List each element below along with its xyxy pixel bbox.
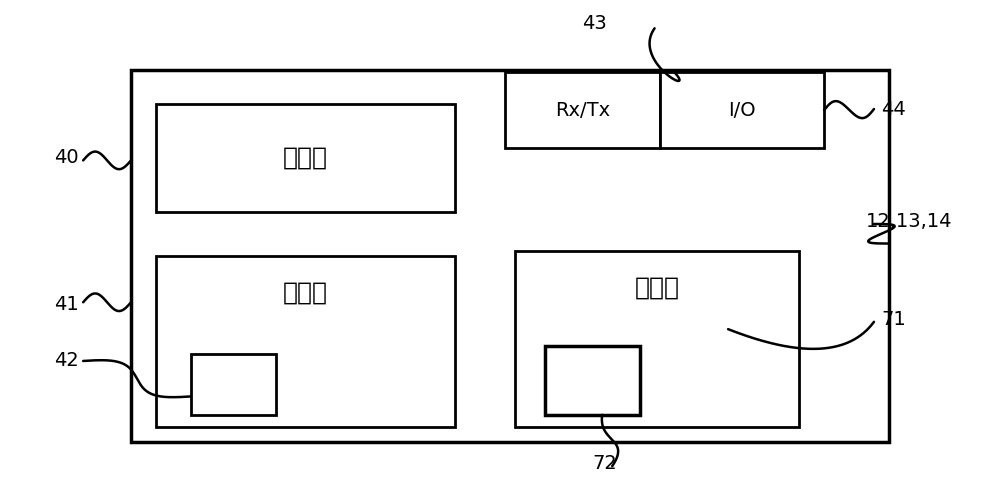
Bar	[156, 104, 455, 212]
Text: 12,13,14: 12,13,14	[866, 212, 952, 231]
Text: 42: 42	[54, 351, 79, 370]
Text: 40: 40	[54, 149, 79, 167]
Bar	[191, 354, 276, 415]
Bar	[156, 256, 455, 427]
Text: 41: 41	[54, 295, 79, 314]
Text: Rx/Tx: Rx/Tx	[555, 101, 610, 120]
Bar	[515, 251, 799, 427]
Text: 44: 44	[882, 99, 906, 119]
Bar	[505, 72, 660, 148]
Text: 72: 72	[592, 454, 617, 473]
Text: 存储器: 存储器	[283, 280, 328, 305]
Bar	[660, 72, 824, 148]
Bar	[545, 346, 640, 415]
Text: 存储器: 存储器	[635, 276, 680, 300]
Text: 43: 43	[582, 14, 607, 33]
Text: I/O: I/O	[728, 101, 756, 120]
Bar	[131, 70, 889, 442]
Text: 处理器: 处理器	[283, 146, 328, 170]
Text: 71: 71	[882, 310, 906, 329]
